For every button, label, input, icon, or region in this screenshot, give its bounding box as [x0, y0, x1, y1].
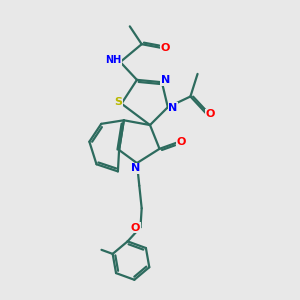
Text: N: N	[131, 163, 140, 173]
Text: O: O	[130, 223, 140, 233]
Text: O: O	[177, 137, 186, 147]
Text: NH: NH	[105, 55, 121, 65]
Text: N: N	[161, 75, 170, 85]
Text: N: N	[168, 103, 178, 113]
Text: O: O	[161, 43, 170, 53]
Text: O: O	[206, 109, 215, 119]
Text: S: S	[115, 98, 123, 107]
